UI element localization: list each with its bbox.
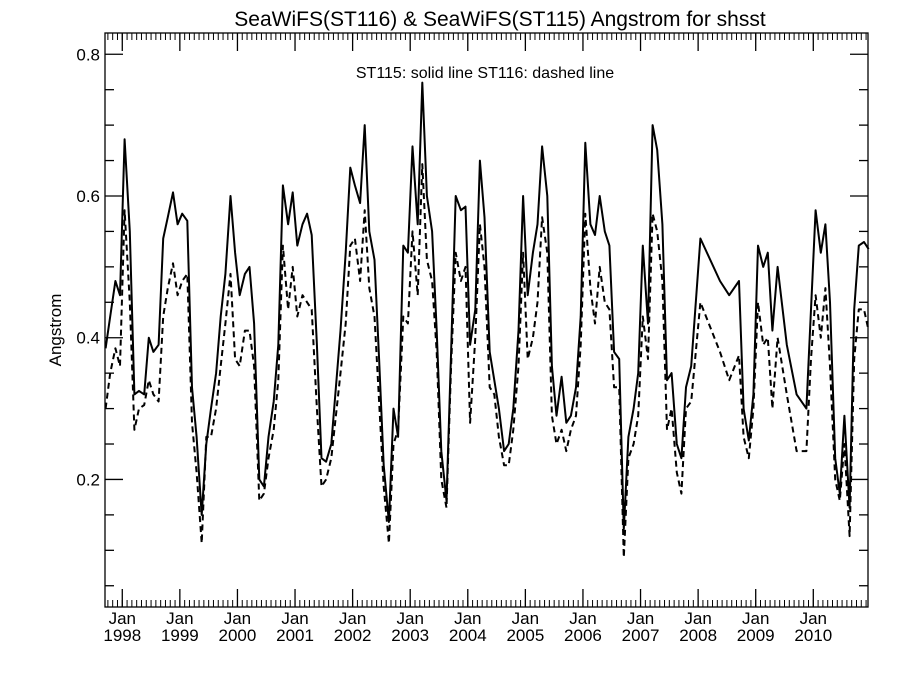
y-tick-label: 0.2 <box>76 470 100 489</box>
x-tick-month-label: Jan <box>396 609 423 628</box>
series-line-st115 <box>104 81 870 530</box>
x-tick-month-label: Jan <box>454 609 481 628</box>
x-tick-month-label: Jan <box>569 609 596 628</box>
x-tick-year-label: 2000 <box>219 626 257 645</box>
x-tick-year-label: 2008 <box>679 626 717 645</box>
y-tick-label: 0.8 <box>76 45 100 64</box>
x-tick-year-label: 1999 <box>161 626 199 645</box>
x-tick-month-label: Jan <box>627 609 654 628</box>
x-tick-year-label: 2007 <box>622 626 660 645</box>
x-tick-month-label: Jan <box>742 609 769 628</box>
x-tick-month-label: Jan <box>339 609 366 628</box>
x-tick-month-label: Jan <box>800 609 827 628</box>
chart-title: SeaWiFS(ST116) & SeaWiFS(ST115) Angstrom… <box>234 8 766 31</box>
y-tick-label: 0.6 <box>76 187 100 206</box>
x-tick-month-label: Jan <box>684 609 711 628</box>
y-axis-ticks: 0.2 0.4 0.6 0.8 <box>76 45 868 587</box>
plot-lines <box>104 81 870 559</box>
x-tick-month-label: Jan <box>109 609 136 628</box>
x-tick-month-label: Jan <box>224 609 251 628</box>
x-tick-year-label: 1998 <box>103 626 141 645</box>
x-tick-year-label: 2002 <box>334 626 372 645</box>
x-tick-year-label: 2010 <box>794 626 832 645</box>
x-tick-year-label: 2006 <box>564 626 602 645</box>
y-tick-label: 0.4 <box>76 329 100 348</box>
x-tick-month-label: Jan <box>281 609 308 628</box>
line-style-annotation: ST115: solid line ST116: dashed line <box>356 65 614 82</box>
y-axis-label: Angstrom <box>46 294 65 367</box>
x-tick-month-label: Jan <box>166 609 193 628</box>
x-tick-year-label: 2009 <box>737 626 775 645</box>
x-tick-month-label: Jan <box>512 609 539 628</box>
x-tick-year-label: 2004 <box>449 626 487 645</box>
x-axis-ticks: Jan1998Jan1999Jan2000Jan2001Jan2002Jan20… <box>103 33 867 645</box>
series-line-st116 <box>104 163 870 559</box>
x-tick-year-label: 2005 <box>506 626 544 645</box>
x-tick-year-label: 2003 <box>391 626 429 645</box>
x-tick-year-label: 2001 <box>276 626 314 645</box>
